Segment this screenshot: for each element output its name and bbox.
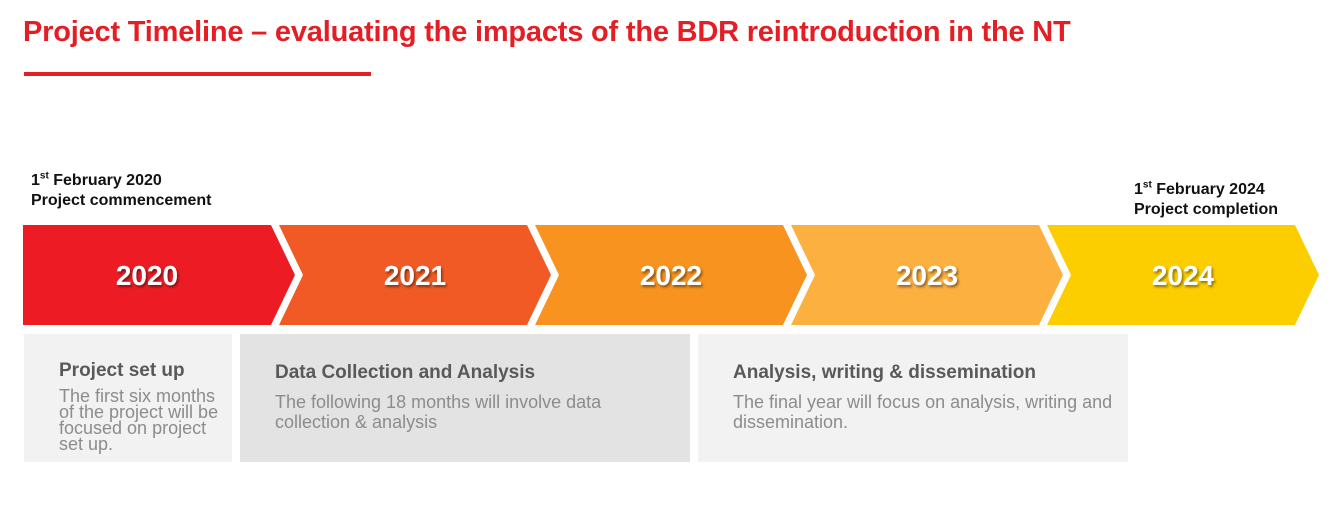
year-label-2024: 2024 (1152, 260, 1215, 291)
year-label-2023: 2023 (896, 260, 958, 291)
timeline-segment-2024 (1047, 225, 1319, 325)
year-label-2021: 2021 (384, 260, 446, 291)
milestone-end: 1st February 2024 Project completion (1134, 180, 1278, 220)
page-title: Project Timeline – evaluating the impact… (23, 16, 1071, 48)
timeline-segment-2021 (279, 225, 551, 325)
milestone-end-label: Project completion (1134, 201, 1279, 218)
milestone-start-date: 1st February 2020 (31, 170, 162, 189)
title-underline (24, 72, 371, 76)
year-label-2022: 2022 (640, 260, 702, 291)
year-label-2020: 2020 (116, 260, 178, 291)
timeline-segment-2020 (23, 225, 295, 325)
phase-description: The following 18 months will involve dat… (275, 392, 602, 432)
phase-description: The first six months of the project will… (59, 386, 219, 454)
milestone-start: 1st February 2020 Project commencement (31, 171, 212, 211)
milestone-start-label: Project commencement (31, 192, 212, 209)
phase-project-setup: Project set up The first six months of t… (24, 334, 232, 462)
phase-title: Project set up (59, 360, 185, 381)
milestone-end-date: 1st February 2024 (1134, 179, 1265, 198)
phase-description: The final year will focus on analysis, w… (733, 392, 1113, 432)
phase-data-collection: Data Collection and Analysis The followi… (240, 334, 690, 462)
phase-title: Analysis, writing & dissemination (733, 362, 1037, 383)
timeline-segment-2022 (535, 225, 807, 325)
timeline-segment-2023 (791, 225, 1063, 325)
phase-title: Data Collection and Analysis (275, 362, 536, 383)
phase-analysis-writing: Analysis, writing & dissemination The fi… (698, 334, 1128, 462)
